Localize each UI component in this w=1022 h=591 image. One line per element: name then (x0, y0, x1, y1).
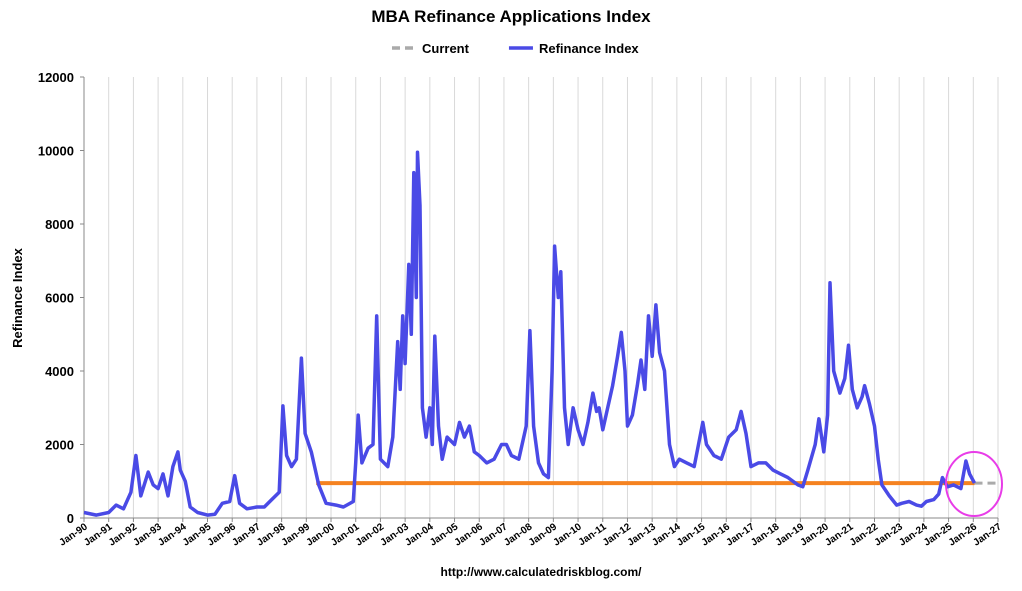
legend-label: Refinance Index (539, 41, 639, 56)
y-tick-label: 4000 (45, 364, 74, 379)
legend-label: Current (422, 41, 470, 56)
y-axis-label: Refinance Index (10, 247, 25, 347)
x-tick-label: Jan-27 (971, 521, 1004, 548)
highlight-circle (945, 451, 1003, 517)
source: http://www.calculatedriskblog.com/ (441, 565, 643, 579)
chart-title: MBA Refinance Applications Index (371, 7, 651, 26)
y-tick-label: 6000 (45, 291, 74, 306)
y-tick-label: 10000 (38, 144, 74, 159)
y-tick-label: 0 (67, 511, 74, 526)
y-tick-label: 12000 (38, 70, 74, 85)
y-tick-label: 8000 (45, 217, 74, 232)
series-line (83, 150, 977, 517)
y-tick-label: 2000 (45, 438, 74, 453)
